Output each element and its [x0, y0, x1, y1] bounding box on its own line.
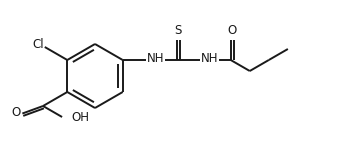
- Text: Cl: Cl: [32, 37, 44, 51]
- Text: OH: OH: [71, 110, 89, 124]
- Text: O: O: [12, 106, 21, 119]
- Text: O: O: [227, 24, 236, 37]
- Text: NH: NH: [201, 52, 218, 66]
- Text: S: S: [174, 24, 181, 37]
- Text: NH: NH: [147, 52, 165, 66]
